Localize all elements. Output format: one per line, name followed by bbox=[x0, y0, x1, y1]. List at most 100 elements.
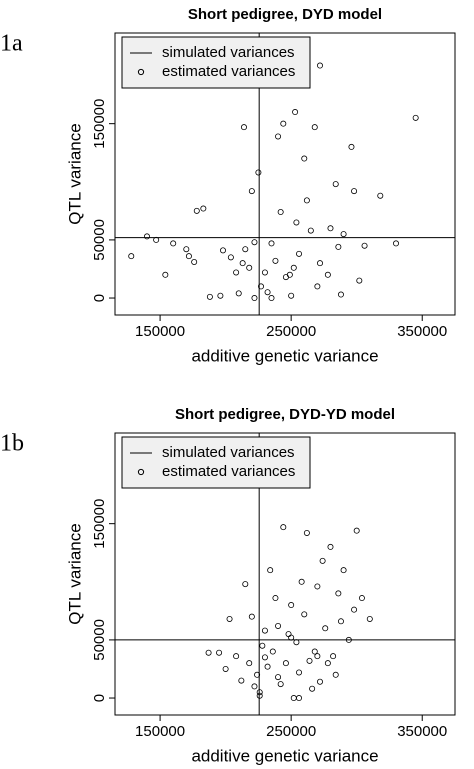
point bbox=[277, 209, 284, 216]
point bbox=[361, 242, 368, 249]
y-tick-label: 0 bbox=[91, 294, 108, 302]
point bbox=[226, 615, 233, 622]
point bbox=[282, 660, 289, 667]
point bbox=[322, 625, 329, 632]
point bbox=[246, 660, 253, 667]
point bbox=[185, 253, 192, 260]
point bbox=[251, 239, 258, 246]
point bbox=[143, 233, 150, 240]
point bbox=[261, 627, 268, 634]
point bbox=[316, 260, 323, 267]
y-axis-label: QTL variance bbox=[65, 123, 84, 224]
point bbox=[293, 219, 300, 226]
point bbox=[272, 595, 279, 602]
y-tick-label: 50000 bbox=[91, 219, 108, 261]
point bbox=[337, 618, 344, 625]
point bbox=[311, 648, 318, 655]
point bbox=[353, 527, 360, 534]
point bbox=[280, 120, 287, 127]
point bbox=[316, 62, 323, 69]
point bbox=[280, 524, 287, 531]
point bbox=[301, 611, 308, 618]
legend-label: simulated variances bbox=[162, 444, 295, 461]
point bbox=[332, 181, 339, 188]
point bbox=[248, 188, 255, 195]
point bbox=[261, 654, 268, 661]
point bbox=[335, 243, 342, 250]
point bbox=[220, 247, 227, 254]
point bbox=[264, 289, 271, 296]
point bbox=[235, 290, 242, 297]
point bbox=[366, 615, 373, 622]
point bbox=[275, 674, 282, 681]
plot-frame bbox=[114, 32, 456, 316]
point bbox=[255, 169, 262, 176]
point bbox=[332, 671, 339, 678]
point bbox=[296, 669, 303, 676]
point bbox=[337, 291, 344, 298]
point bbox=[246, 264, 253, 271]
point bbox=[205, 649, 212, 656]
point bbox=[348, 143, 355, 150]
point bbox=[286, 271, 293, 278]
point bbox=[296, 695, 303, 702]
point bbox=[356, 277, 363, 284]
y-tick-label: 150000 bbox=[91, 499, 108, 549]
point bbox=[248, 613, 255, 620]
point bbox=[282, 274, 289, 281]
point bbox=[351, 188, 358, 195]
point bbox=[377, 192, 384, 199]
point bbox=[303, 197, 310, 204]
point bbox=[238, 677, 245, 684]
point bbox=[298, 578, 305, 585]
chart-title: Short pedigree, DYD-YD model bbox=[175, 406, 395, 423]
point bbox=[222, 665, 229, 672]
point bbox=[351, 606, 358, 613]
point bbox=[324, 271, 331, 278]
point bbox=[256, 692, 263, 699]
point bbox=[288, 602, 295, 609]
point bbox=[285, 631, 292, 638]
point bbox=[345, 636, 352, 643]
point bbox=[324, 660, 331, 667]
point bbox=[242, 246, 249, 253]
panel-label: 1a bbox=[0, 31, 23, 57]
point bbox=[233, 653, 240, 660]
point bbox=[259, 642, 266, 649]
point bbox=[251, 295, 258, 302]
point bbox=[327, 225, 334, 232]
point bbox=[242, 581, 249, 588]
x-axis-label: additive genetic variance bbox=[191, 346, 378, 365]
point bbox=[200, 205, 207, 212]
point bbox=[233, 269, 240, 276]
point bbox=[256, 689, 263, 696]
y-axis-label: QTL variance bbox=[65, 523, 84, 624]
y-tick-label: 0 bbox=[91, 694, 108, 702]
point bbox=[309, 685, 316, 692]
point bbox=[254, 671, 261, 678]
point bbox=[258, 283, 265, 290]
point bbox=[217, 292, 224, 299]
point bbox=[268, 295, 275, 302]
point bbox=[290, 695, 297, 702]
point bbox=[335, 590, 342, 597]
x-tick-label: 150000 bbox=[135, 723, 185, 740]
point bbox=[240, 124, 247, 131]
point bbox=[191, 258, 198, 265]
x-tick-label: 250000 bbox=[266, 723, 316, 740]
legend-label: estimated variances bbox=[162, 463, 295, 480]
point bbox=[267, 567, 274, 574]
point bbox=[314, 653, 321, 660]
point bbox=[239, 260, 246, 267]
point bbox=[162, 271, 169, 278]
plot-frame bbox=[114, 432, 456, 716]
point bbox=[290, 264, 297, 271]
point bbox=[307, 227, 314, 234]
point bbox=[268, 240, 275, 247]
point bbox=[264, 663, 271, 670]
x-tick-label: 350000 bbox=[397, 323, 447, 340]
point bbox=[340, 231, 347, 238]
point bbox=[316, 678, 323, 685]
point bbox=[293, 639, 300, 646]
point bbox=[272, 257, 279, 264]
